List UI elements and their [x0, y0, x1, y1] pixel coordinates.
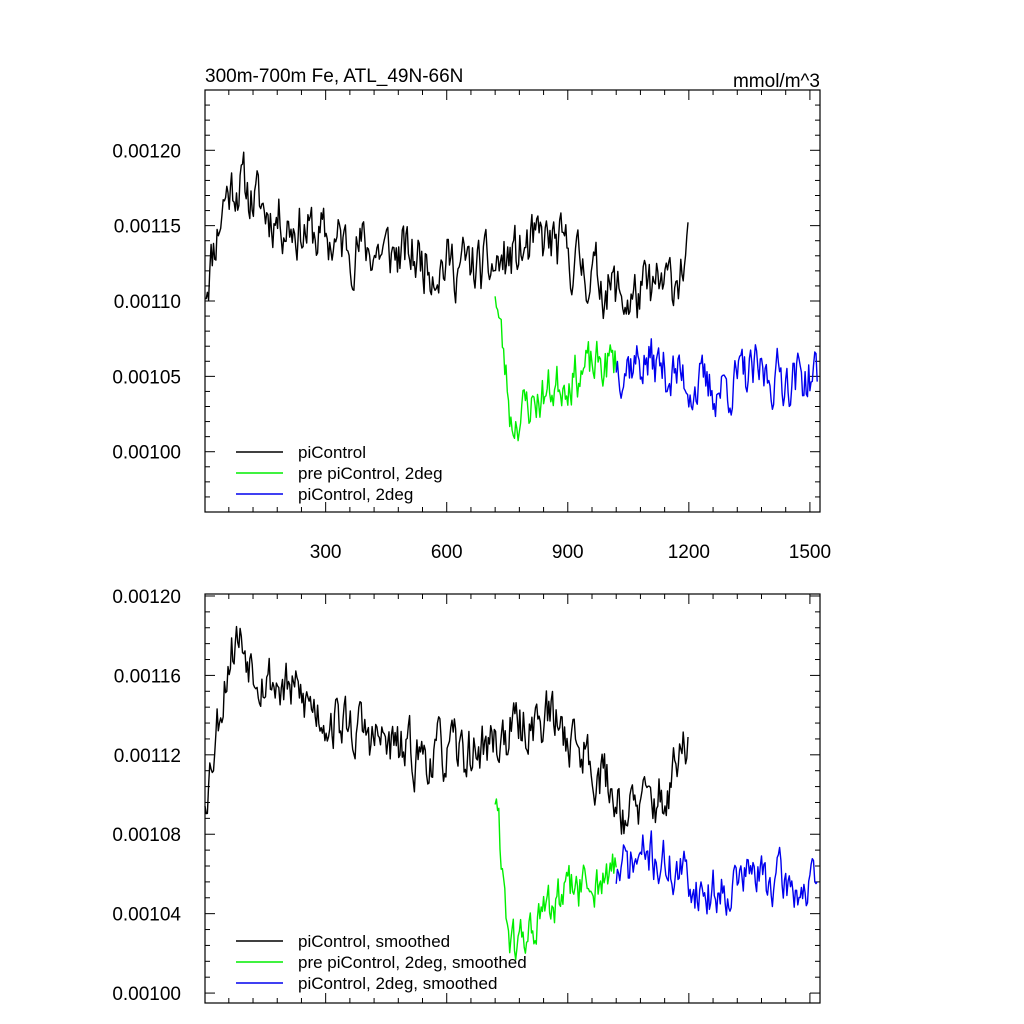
- y-tick-label: 0.00108: [112, 825, 181, 846]
- y-tick-label: 0.00100: [112, 984, 181, 1005]
- series-line-2: [494, 296, 617, 442]
- chart-title: 300m-700m Fe, ATL_49N-66N: [205, 66, 463, 87]
- y-tick-label: 0.00120: [112, 141, 181, 162]
- y-tick-label: 0.00115: [114, 217, 181, 238]
- series-line-3: [615, 338, 818, 418]
- plot-frame: [204, 593, 821, 1004]
- y-tick-label: 0.00105: [112, 367, 181, 388]
- x-tick-label: 1500: [789, 542, 831, 563]
- series-line-1: [204, 625, 689, 835]
- legend-entry: piControl, 2deg: [298, 485, 413, 504]
- x-tick-label: 1200: [668, 542, 710, 563]
- legend-entry: piControl: [298, 443, 366, 462]
- series-line-3: [615, 830, 818, 916]
- legend-entry: piControl, 2deg, smoothed: [298, 974, 497, 993]
- y-tick-label: 0.00100: [112, 443, 181, 464]
- y-tick-label: 0.00112: [114, 746, 181, 767]
- panel-1: 0.00100 0.00105 0.00110 0.00115 0.00120 300 60…: [112, 66, 831, 563]
- y-tick-label: 0.00116: [114, 666, 181, 687]
- y-tick-label: 0.00104: [112, 905, 181, 926]
- series-line-1: [204, 151, 689, 320]
- y-tick-label: 0.00110: [114, 292, 181, 313]
- panel-2: 0.00100 0.00104 0.00108 0.00112 0.00116 0.001…: [112, 587, 821, 1005]
- units-label: mmol/m^3: [733, 71, 820, 92]
- series-line-2: [494, 798, 617, 961]
- legend-entry: piControl, smoothed: [298, 932, 450, 951]
- x-tick-label: 300: [310, 542, 342, 563]
- y-tick-label: 0.00120: [112, 587, 181, 608]
- legend-entry: pre piControl, 2deg: [298, 464, 443, 483]
- x-tick-label: 600: [431, 542, 463, 563]
- legend-entry: pre piControl, 2deg, smoothed: [298, 953, 527, 972]
- x-tick-label: 900: [552, 542, 584, 563]
